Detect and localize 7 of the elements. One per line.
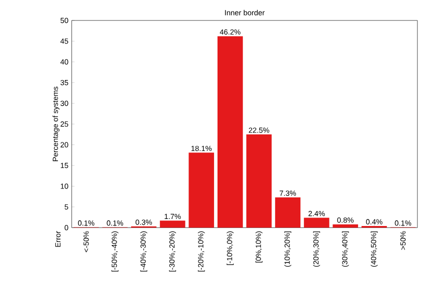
bar xyxy=(218,36,243,228)
bar xyxy=(332,224,358,228)
bar xyxy=(246,134,272,228)
bar xyxy=(160,220,186,228)
bar xyxy=(188,152,214,228)
bar xyxy=(304,218,330,228)
bar xyxy=(275,197,300,228)
